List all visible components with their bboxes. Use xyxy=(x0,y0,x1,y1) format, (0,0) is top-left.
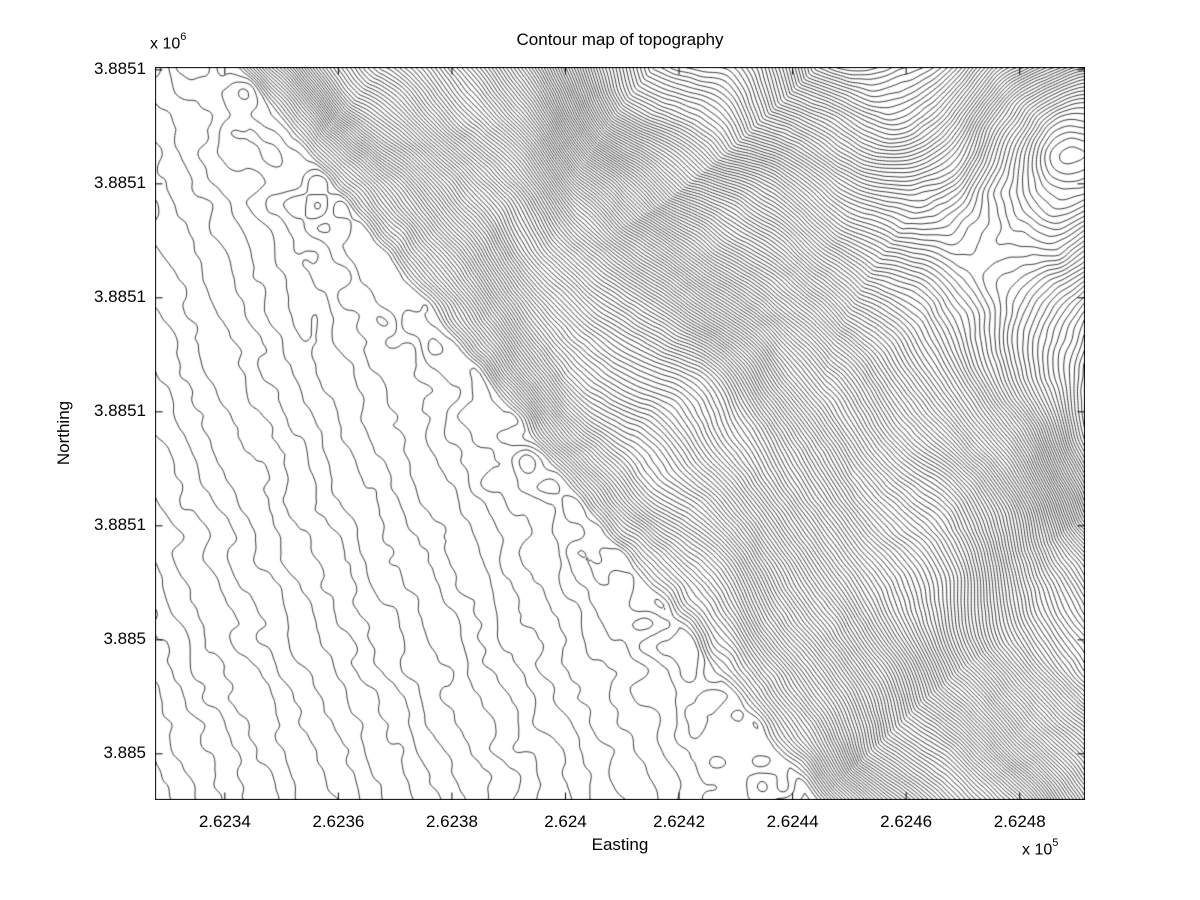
y-axis-multiplier-exponent: 6 xyxy=(180,31,187,43)
x-tick-label: 2.6248 xyxy=(993,812,1046,831)
y-tick-label: 3.8851 xyxy=(94,514,146,534)
plot-area xyxy=(155,67,1085,800)
y-tick-label: 3.8851 xyxy=(94,58,146,78)
y-tick-label: 3.8851 xyxy=(94,172,146,192)
x-axis-multiplier: x 105 xyxy=(1022,837,1059,859)
y-tick-label: 3.8851 xyxy=(94,286,146,306)
x-tick-label: 2.6242 xyxy=(653,812,706,831)
y-tick-label: 3.885 xyxy=(103,742,146,762)
x-tick-label: 2.6238 xyxy=(425,812,478,831)
x-axis-multiplier-exponent: 5 xyxy=(1052,837,1059,849)
x-tick-label: 2.6244 xyxy=(766,812,819,831)
contour-map-canvas xyxy=(155,67,1085,800)
x-axis-multiplier-prefix: x 10 xyxy=(1022,841,1053,859)
x-axis-label: Easting xyxy=(591,835,649,854)
x-tick-label: 2.6236 xyxy=(312,812,365,831)
y-tick-label: 3.885 xyxy=(103,628,146,648)
chart-title: Contour map of topography xyxy=(516,30,724,49)
y-tick-label: 3.8851 xyxy=(94,400,146,420)
y-axis-multiplier-prefix: x 10 xyxy=(150,35,181,53)
x-tick-label: 2.6234 xyxy=(198,812,251,831)
y-axis-multiplier: x 106 xyxy=(150,31,187,53)
x-tick-label: 2.624 xyxy=(544,812,587,831)
x-tick-label: 2.6246 xyxy=(880,812,933,831)
